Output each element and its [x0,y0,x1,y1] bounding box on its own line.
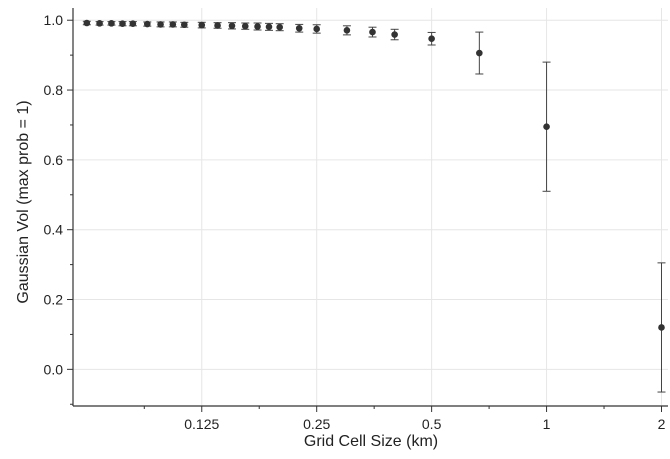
y-tick-label: 0.4 [44,222,64,238]
y-tick-label: 0.2 [44,292,64,308]
y-tick-label: 0.8 [44,82,64,98]
data-point [543,123,550,131]
x-tick-label: 0.25 [303,416,330,432]
x-tick-label: 0.5 [422,416,442,432]
plot-frame [72,8,668,407]
x-axis-ticks: 0.125 0.25 0.5 1 2 [143,406,666,432]
data-point [241,22,249,30]
data-point [83,19,91,27]
data-point [369,28,376,36]
data-point [108,20,115,27]
x-tick-label: 2 [658,416,666,432]
data-point [228,22,236,30]
gridlines [73,8,668,406]
data-point [96,20,103,27]
data-point [428,35,435,43]
data-point [180,21,188,29]
data-point [343,27,351,34]
data-point [276,23,283,31]
data-points [83,19,665,331]
data-point [391,31,398,38]
data-point [143,20,151,28]
y-tick-label: 0.6 [44,152,64,168]
x-tick-label: 1 [543,416,551,432]
y-axis-title: Gaussian Vol (max prob = 1) [15,100,32,303]
data-point [169,21,177,28]
y-tick-label: 1.0 [44,12,64,28]
y-tick-label: 0.0 [44,361,64,377]
x-axis-title: Grid Cell Size (km) [304,433,438,450]
y-axis-ticks: 0.0 0.2 0.4 0.6 0.8 1.0 [44,12,73,405]
data-point [476,49,483,57]
data-point [119,20,126,28]
data-point [254,23,261,30]
data-point [658,324,665,331]
data-point [157,21,164,28]
data-point [265,23,273,31]
data-point [129,20,137,28]
data-point [313,25,320,33]
x-tick-label: 0.125 [184,416,219,432]
data-point [214,22,221,29]
data-point [198,21,206,29]
data-point [295,24,303,32]
error-bars [82,20,666,393]
